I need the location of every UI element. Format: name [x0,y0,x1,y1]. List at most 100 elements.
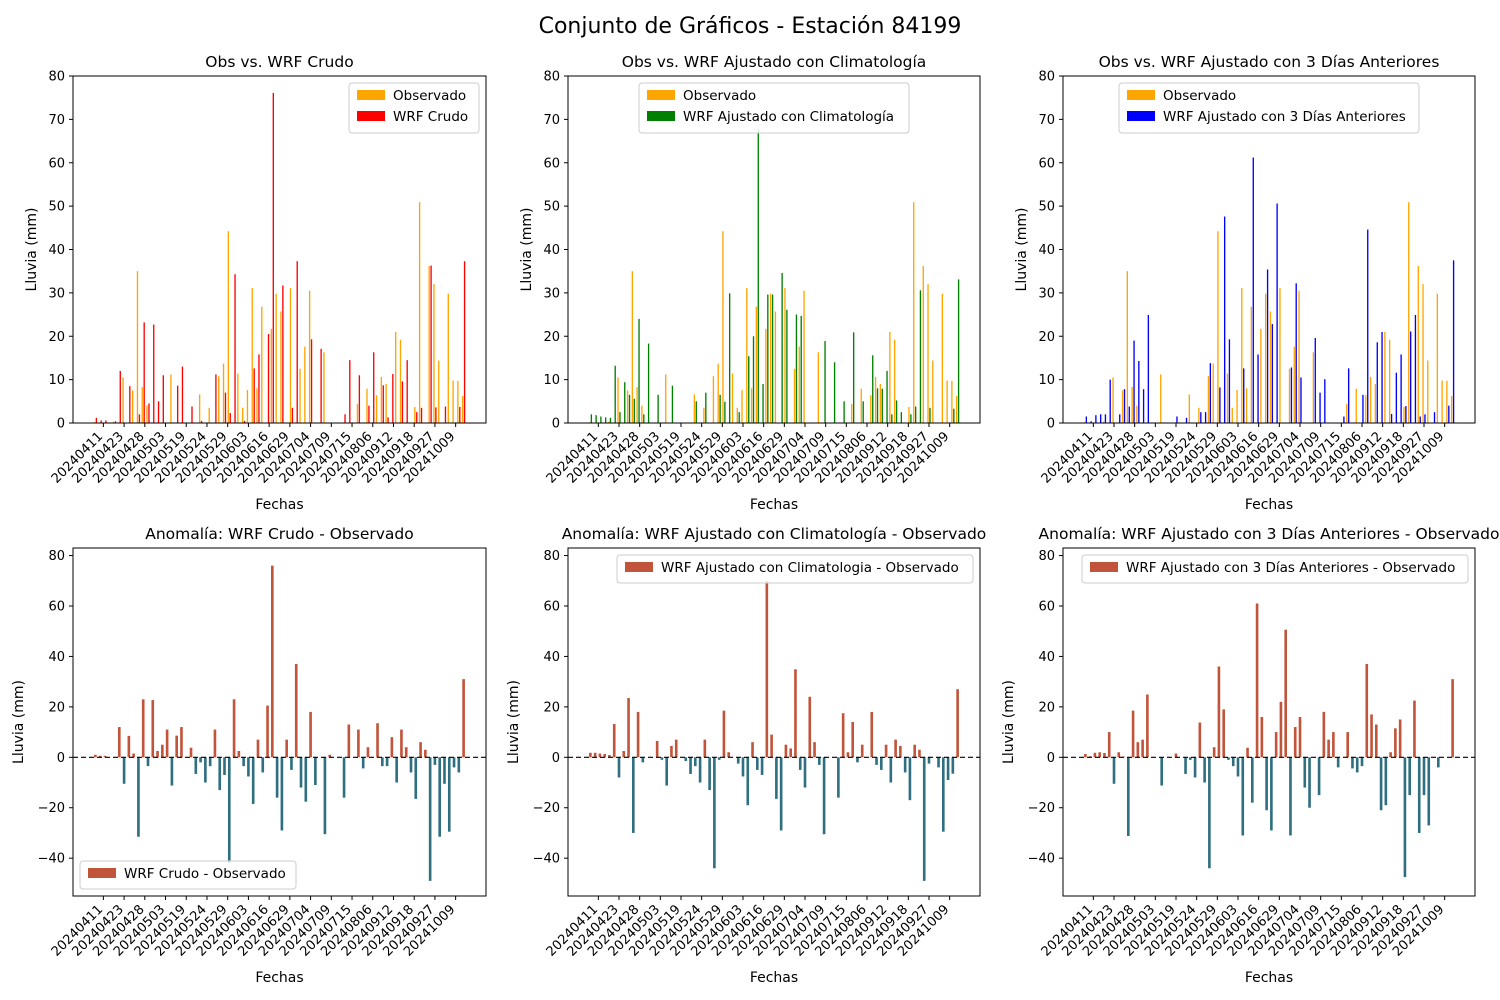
bar [299,368,301,423]
y-tick-label: 50 [48,200,65,215]
bar [222,363,225,423]
bar [258,354,260,423]
legend-swatch [1090,562,1118,572]
bar [1422,284,1424,423]
bar [424,749,427,758]
bar [895,400,898,423]
bar [1198,722,1202,758]
bar [784,288,786,423]
y-tick-label: 0 [552,417,560,432]
y-axis-label: Lluvia (mm) [1014,208,1030,292]
bar [291,407,294,423]
bar [452,757,456,768]
bar [755,306,758,423]
bar [822,757,826,835]
bar [932,360,934,423]
y-tick-label: 50 [543,200,560,215]
bar [927,284,929,423]
bar [165,729,169,758]
bar [395,331,397,423]
bar [608,755,611,758]
bar [1246,747,1249,758]
bar [1112,757,1116,784]
bar [1269,311,1272,423]
bar [1095,415,1097,423]
bar [208,757,212,767]
bar [375,395,378,423]
bar [765,328,767,423]
bar [918,749,921,758]
bar [1403,757,1407,878]
y-tick-label: 70 [543,113,560,128]
bar [1441,380,1443,423]
legend: WRF Crudo - Observado [79,860,297,890]
bar [1141,739,1144,758]
bar [127,735,131,758]
bar [1136,405,1138,423]
bar [919,290,922,423]
chart-title: Anomalía: WRF Ajustado con 3 Días Anteri… [1039,525,1500,543]
bar [643,414,645,423]
y-tick-label: 80 [48,70,65,85]
bar [655,740,659,758]
bar [1419,416,1421,423]
legend-swatch [1127,111,1155,121]
bar [181,366,184,423]
bar [1384,331,1386,423]
bar [1295,283,1297,423]
bar [748,356,750,423]
bar [626,390,629,423]
bar [414,406,416,423]
bar [1367,229,1369,423]
bar [430,265,432,423]
bar [1448,405,1450,423]
bar [170,757,174,786]
y-tick-label: 20 [48,330,65,345]
bar [461,396,464,423]
bar [750,388,753,423]
bar [874,377,877,423]
bar [304,757,308,802]
bar [1376,342,1378,423]
bar [731,373,734,423]
bar [266,705,269,758]
bar [957,279,960,423]
bar [1409,331,1412,423]
bar [357,729,360,758]
bar [769,293,772,423]
bar [1405,406,1407,423]
bar [590,414,593,423]
bar [891,414,893,423]
bar [243,420,246,423]
bar [767,294,769,423]
bar [1293,346,1295,423]
bar [1099,414,1102,423]
bar [1223,216,1226,423]
y-tick-label: 30 [543,286,560,301]
y-tick-label: 60 [48,600,65,615]
bar [756,757,759,770]
bar [270,328,273,423]
bar [589,752,592,758]
bar [770,734,773,758]
bar [457,380,459,423]
bar [800,315,802,423]
bar [143,322,145,423]
bar [1252,157,1254,424]
figure-title: Conjunto de Gráficos - Estación 84199 [538,14,962,39]
bar [641,757,645,763]
bar [376,723,379,758]
bar [751,742,754,758]
bar [722,710,726,758]
bar [1104,414,1107,423]
bar [1231,757,1235,767]
bar [856,757,859,763]
bar [428,757,432,881]
bar [1207,376,1210,423]
bar [314,757,317,786]
bar [151,700,155,758]
y-tick-label: 60 [543,600,560,615]
bar [1314,337,1316,423]
bar [1450,396,1453,423]
bar [886,370,888,423]
